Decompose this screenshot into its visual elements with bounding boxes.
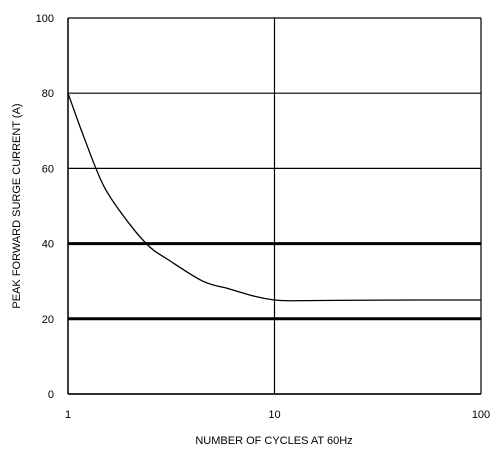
y-tick-label: 80	[42, 88, 54, 100]
y-tick-label: 0	[48, 389, 54, 401]
y-tick-label: 100	[36, 13, 54, 25]
x-tick-label: 1	[65, 409, 71, 421]
grid	[67, 17, 482, 395]
x-tick-label: 10	[268, 409, 280, 421]
tick-labels: 0 20 40 60 80 100 1 10 100	[36, 13, 491, 421]
series-group	[67, 92, 482, 302]
y-axis-title: PEAK FORWARD SURGE CURRENT (A)	[11, 103, 23, 308]
x-axis-title: NUMBER OF CYCLES AT 60Hz	[195, 435, 352, 447]
series-line	[67, 92, 482, 302]
x-tick-label: 100	[472, 409, 490, 421]
y-tick-label: 60	[42, 163, 54, 175]
y-tick-label: 40	[42, 239, 54, 251]
y-tick-label: 20	[42, 314, 54, 326]
